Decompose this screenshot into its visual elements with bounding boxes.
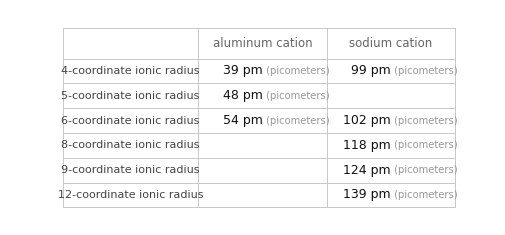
Text: (picometers): (picometers) [391, 66, 458, 76]
Text: 39 pm: 39 pm [223, 64, 263, 78]
Text: 48 pm: 48 pm [223, 89, 263, 102]
Text: 124 pm: 124 pm [343, 164, 391, 177]
Text: 4-coordinate ionic radius: 4-coordinate ionic radius [62, 66, 200, 76]
Text: (picometers): (picometers) [391, 190, 458, 200]
Text: 139 pm: 139 pm [343, 188, 391, 201]
Text: (picometers): (picometers) [263, 116, 329, 125]
Text: 102 pm: 102 pm [343, 114, 391, 127]
Text: (picometers): (picometers) [391, 116, 458, 125]
Text: (picometers): (picometers) [263, 91, 329, 101]
Text: sodium cation: sodium cation [349, 37, 432, 50]
Text: 9-coordinate ionic radius: 9-coordinate ionic radius [62, 165, 200, 175]
Text: 5-coordinate ionic radius: 5-coordinate ionic radius [62, 91, 200, 101]
Text: 99 pm: 99 pm [351, 64, 391, 78]
Text: 8-coordinate ionic radius: 8-coordinate ionic radius [62, 140, 200, 150]
Text: 6-coordinate ionic radius: 6-coordinate ionic radius [62, 116, 200, 125]
Text: 54 pm: 54 pm [223, 114, 263, 127]
Text: (picometers): (picometers) [391, 140, 458, 150]
Text: (picometers): (picometers) [263, 66, 329, 76]
Text: (picometers): (picometers) [391, 165, 458, 175]
Text: 118 pm: 118 pm [343, 139, 391, 152]
Text: 12-coordinate ionic radius: 12-coordinate ionic radius [58, 190, 204, 200]
Text: aluminum cation: aluminum cation [213, 37, 313, 50]
